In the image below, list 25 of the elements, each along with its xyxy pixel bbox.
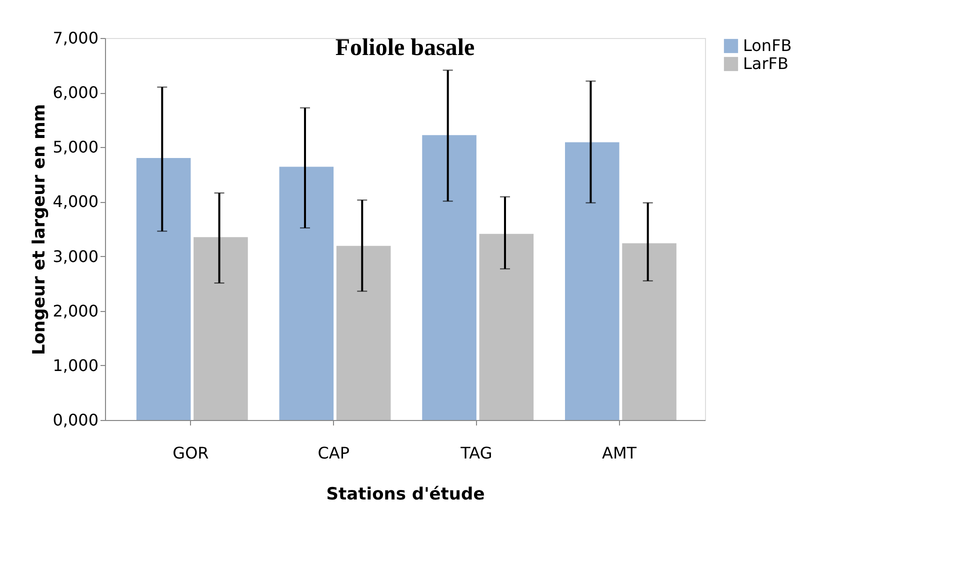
y-tick-label: 0,000: [52, 410, 98, 430]
legend-label: LonFB: [743, 36, 792, 55]
bar: [479, 234, 534, 420]
chart-title: Foliole basale: [335, 35, 476, 61]
legend-label: LarFB: [743, 54, 788, 73]
x-tick-label: TAG: [460, 444, 492, 462]
bar: [422, 135, 476, 420]
y-tick-label: 5,000: [52, 138, 98, 157]
x-tick-label: AMT: [602, 444, 637, 462]
y-axis-title: Longeur et largeur en mm: [30, 104, 50, 356]
bar: [565, 142, 620, 420]
bar: [194, 237, 248, 420]
bar: [279, 166, 334, 420]
y-tick-label: 3,000: [52, 246, 98, 266]
bar: [622, 243, 676, 420]
y-tick-label: 1,000: [52, 356, 98, 375]
y-tick-label: 6,000: [52, 83, 98, 102]
bar: [136, 158, 191, 420]
x-tick-label: GOR: [172, 444, 209, 462]
x-axis-title: Stations d'étude: [326, 484, 485, 504]
y-tick-label: 4,000: [52, 192, 98, 212]
x-tick-label: CAP: [318, 444, 350, 462]
bar: [336, 246, 391, 420]
y-tick-label: 2,000: [52, 301, 98, 320]
y-tick-label: 7,000: [52, 28, 98, 48]
